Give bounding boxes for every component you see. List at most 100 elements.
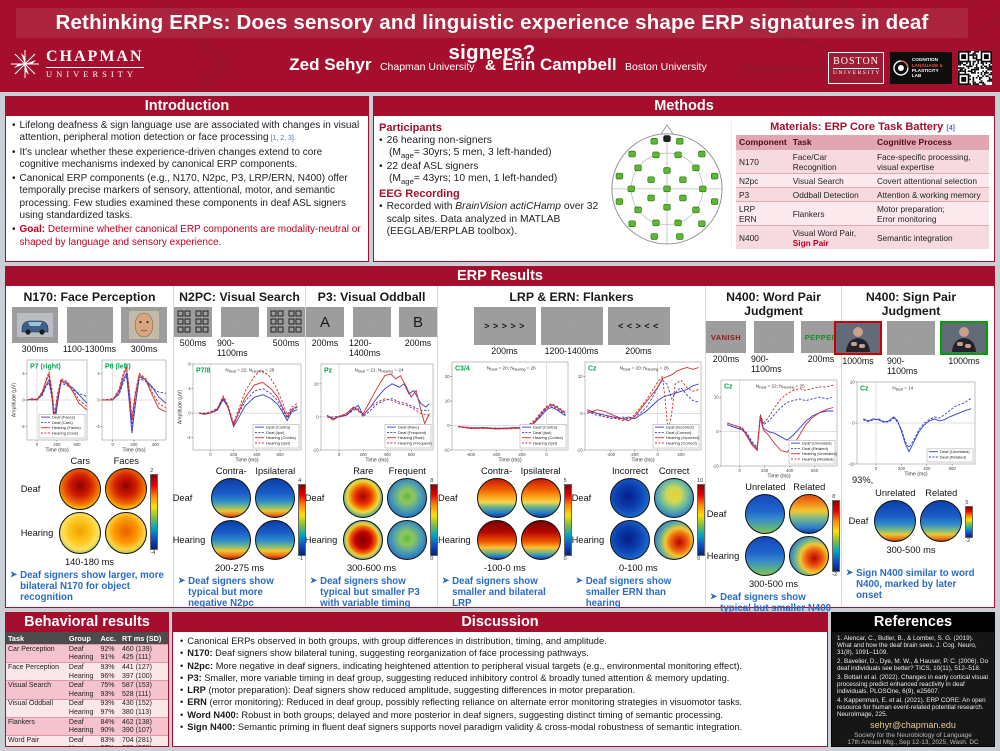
materials-column-header: Task [789,135,874,150]
svg-text:200: 200 [359,452,367,457]
svg-text:-10: -10 [577,448,584,453]
svg-text:-4: -4 [21,424,25,429]
materials-row: N170 Face/Car Recognition Face-specific pr… [736,149,989,174]
erp-column: P3: Visual Oddball A 200ms · 1200-1400ms B 200… [305,286,439,609]
conclusion-arrow-icon: ➤ [310,575,318,585]
colorbar-max-label: 5 [563,478,567,484]
svg-text:10: 10 [850,380,855,385]
topo-group-label: Hearing [438,535,471,545]
topoplot [920,500,963,542]
svg-text:Deaf (Ipsi): Deaf (Ipsi) [266,430,285,435]
topoplot [476,520,517,560]
topoplot [105,468,148,510]
erp-plot: -600 -400 -200 0 -10 0 10 20 Time (ms) C3/4 NDeaf … [443,361,569,463]
stimulus-box: · [220,307,259,337]
discussion-bullet-text: N170: Deaf signers show bilateral tuning… [187,648,589,659]
stimulus-duration: 1000ms [842,356,874,366]
topoplot [255,520,296,560]
behavioral-row: Hearing 97% 380 (113) [6,708,168,718]
participant-detail: (Mage= 30yrs; 5 men, 3 left-handed) [389,147,552,161]
bullet-marker: • [12,173,16,185]
topography-block: Contra- Ipsilateral Deaf Hearing 4 -1 [173,466,307,562]
colorbar-max-label: 2 [150,468,154,474]
topoplot [59,512,102,554]
stimulus: · 1200-1400ms [540,307,603,356]
topography-grid: Rare Frequent Deaf Hearing [305,466,428,560]
svg-text:600: 600 [810,468,818,473]
stimulus-duration: 200ms [311,338,339,348]
behavioral-cell: Visual Oddball [6,698,67,709]
svg-text:Hearing (Ipsi): Hearing (Ipsi) [533,440,558,445]
behavioral-cell: Visual Search [6,680,67,690]
letter-stimulus: A [319,313,330,331]
plot-row: 0 200 400 600 -4 0 4 8 Time (ms) Amplitude (μV) P7… [174,361,305,463]
intro-bullet: • Canonical ERP components (e.g., N170, N… [12,173,362,222]
behavioral-results-header: Behavioral results [6,613,168,632]
topoplot [476,478,517,518]
colorbar-min-label: 0 [563,556,567,562]
discussion-bullet-text: LRP (motor preparation): Deaf signers sh… [187,685,636,696]
svg-text:Time (ms): Time (ms) [122,448,145,454]
methods-panel: Methods Participants • 26 hearing non-sig… [373,96,995,262]
svg-text:400: 400 [73,442,81,447]
face-stimulus-image [129,311,160,339]
author-2-affiliation: Boston University [625,61,707,73]
electrode-montage-figure [608,120,726,249]
behavioral-cell: 397 (100) [119,671,168,681]
behavioral-cell: 93% [98,689,120,700]
svg-text:0: 0 [111,442,114,447]
flanker-subcolumns: -600 -400 -200 0 -10 0 10 20 Time (ms) C3/4 NDeaf … [438,356,706,614]
svg-text:400: 400 [152,442,160,447]
behavioral-cell: 462 (138) [119,716,168,727]
svg-text:4: 4 [97,371,100,376]
behavioral-cell: 587 (153) [119,680,168,690]
intro-bullet-text: Goal: Determine whether canonical ERP co… [19,224,361,248]
topography-grid: Contra- Ipsilateral Deaf Hearing [173,466,296,560]
blank-stimulus: · [370,318,373,326]
chapman-logo-line1: CHAPMAN [46,48,144,65]
conference-line2: 17th Annual Mtg., Sep 12-13, 2025, Wash.… [847,739,979,747]
behavioral-cell: Hearing [66,671,99,681]
stimulus-duration: 300ms [21,344,49,354]
behavioral-cell: 93% [98,662,120,672]
discussion-bullet-text: ERN (error monitoring): Reduced in deaf … [187,697,743,708]
behavioral-cell: Hearing [66,689,99,700]
erp-column: N400: Sign Pair Judgment 1000ms · 900-1100m… [834,286,988,606]
stimulus-duration: 200ms [625,346,652,356]
behavioral-cell: Deaf [66,698,99,709]
topo-group-label: Deaf [706,509,727,519]
topo-colorbar: 2 -4 [150,456,159,556]
blank-stimulus: · [909,334,913,342]
discussion-bullet-text: N2pc: More negative in deaf signers, ind… [187,660,743,671]
stimulus: 300ms [11,307,58,354]
svg-text:Deaf (Rare): Deaf (Rare) [398,425,420,430]
topo-group-label: Deaf [304,493,325,503]
colorbar-min-label: 0 [697,556,701,562]
svg-text:Hearing (Contra): Hearing (Contra) [533,435,563,440]
behavioral-cell: 83% [98,734,120,745]
svg-text:10: 10 [445,399,450,404]
behavioral-row: Flankers Deaf 84% 462 (138) [6,716,168,727]
stimulus-box: A [306,307,344,337]
svg-text:Cz: Cz [724,384,733,391]
topo-group-label: Hearing [571,535,605,545]
behavioral-cell: Face Perception [6,662,67,672]
stimulus: 500ms [174,307,212,358]
topo-group-label: Deaf [172,493,193,503]
discussion-header: Discussion [173,613,827,632]
search-array-stimulus [177,310,209,333]
conclusion-text: ➤ Deaf signers show typical but smaller N… [710,591,832,615]
topoplot [520,520,561,560]
bullet-marker: • [180,636,184,646]
stimulus: · 900-1100ms [887,321,935,376]
discussion-bullet-text: P3: Smaller, more variable timing in dea… [187,672,730,683]
topo-condition-label: Faces [113,456,139,466]
behavioral-cell: Word Pair [6,734,67,745]
topo-condition-label: Related [793,482,826,492]
conclusion-text: ➤ Deaf signers show smaller ERN than hear… [575,575,672,610]
topo-colorbar: 5 -2 [965,488,974,544]
topo-group-label: Hearing [706,551,740,561]
stimulus: > > > > > 200ms [473,307,536,356]
